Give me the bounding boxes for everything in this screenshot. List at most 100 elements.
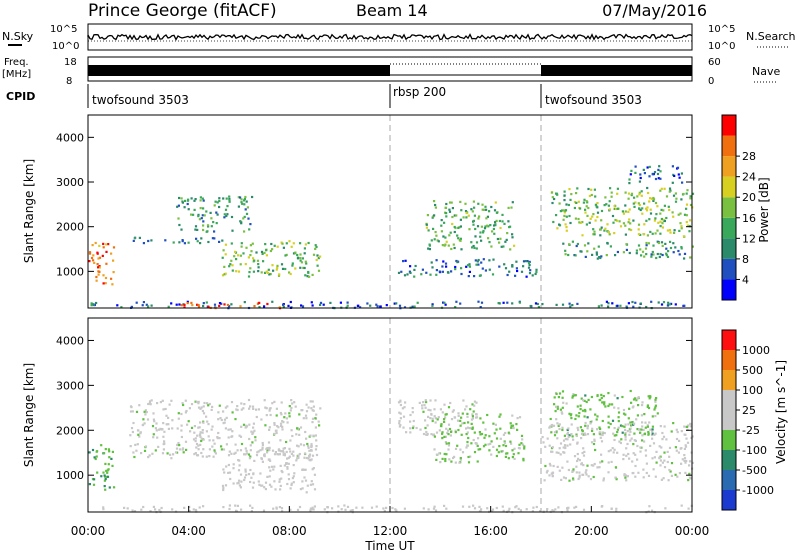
colorbar-cell xyxy=(722,197,736,218)
cell-8 xyxy=(656,205,659,208)
cell-2 xyxy=(288,405,291,408)
cell-9 xyxy=(639,248,642,251)
cell-0 xyxy=(92,254,95,257)
cell-7 xyxy=(623,473,626,476)
cell-6 xyxy=(561,390,565,393)
cell-8 xyxy=(660,187,663,190)
cell-9 xyxy=(562,242,565,245)
cell-5 xyxy=(507,431,510,434)
cell-7 xyxy=(549,425,552,428)
cell-7 xyxy=(431,266,434,269)
cell-7 xyxy=(684,445,688,448)
cell-2 xyxy=(253,429,256,432)
cell-2 xyxy=(151,452,154,455)
cell-8 xyxy=(671,211,674,214)
cell-4 xyxy=(226,205,229,208)
cell-5 xyxy=(431,419,434,423)
cell-3 xyxy=(299,488,302,491)
cell-7 xyxy=(661,431,664,435)
cell-2 xyxy=(315,439,318,442)
cell-2 xyxy=(199,435,202,438)
cell-3 xyxy=(258,483,261,486)
cell-3 xyxy=(286,467,289,470)
station-title: Prince George (fitACF) xyxy=(88,1,277,21)
cell-8 xyxy=(593,233,596,236)
cell-1 xyxy=(610,507,613,510)
cell-4 xyxy=(243,215,246,218)
cell-3 xyxy=(292,475,295,478)
cell-7 xyxy=(680,430,683,433)
cell-6 xyxy=(594,413,597,416)
cell-4 xyxy=(451,410,454,413)
cell-7 xyxy=(570,423,573,426)
cell-7 xyxy=(571,435,574,438)
cell-8 xyxy=(556,193,559,196)
cell-1 xyxy=(370,506,374,509)
cell-7 xyxy=(667,479,670,482)
cell-4 xyxy=(404,401,407,404)
cell-9 xyxy=(575,244,578,248)
cell-3 xyxy=(237,469,241,472)
cell-7 xyxy=(549,464,552,467)
cell-5 xyxy=(285,242,288,245)
x-tick-label: 12:00 xyxy=(373,524,408,538)
cell-1 xyxy=(310,508,313,511)
cell-5 xyxy=(230,259,233,262)
cell-4 xyxy=(399,417,402,420)
cell-2 xyxy=(129,434,132,437)
cell-6 xyxy=(561,412,564,415)
cell-2 xyxy=(258,301,261,304)
cell-7 xyxy=(435,259,438,262)
cell-4 xyxy=(433,415,436,418)
cell-2 xyxy=(211,425,214,428)
cell-2 xyxy=(192,438,196,441)
cell-7 xyxy=(548,444,551,447)
cell-6 xyxy=(481,203,484,206)
cell-6 xyxy=(450,247,453,251)
cell-1 xyxy=(568,302,571,305)
cell-2 xyxy=(312,434,315,437)
cell-7 xyxy=(551,450,554,453)
cell-2 xyxy=(283,447,286,450)
cell-2 xyxy=(312,405,315,408)
cell-5 xyxy=(466,412,469,415)
cell-1 xyxy=(403,306,407,309)
cell-4 xyxy=(203,214,206,217)
cell-9 xyxy=(683,252,687,255)
cell-5 xyxy=(444,435,447,438)
cell-2 xyxy=(194,452,197,455)
cell-2 xyxy=(201,429,204,432)
cell-2 xyxy=(194,400,197,403)
cell-2 xyxy=(298,433,301,436)
cell-2 xyxy=(251,405,255,408)
cell-1 xyxy=(473,507,477,510)
cell-7 xyxy=(572,469,575,472)
cell-7 xyxy=(631,460,634,463)
cell-6 xyxy=(650,433,654,437)
cell-5 xyxy=(498,415,501,418)
cell-2 xyxy=(309,434,312,437)
cell-0 xyxy=(102,242,105,245)
cell-4 xyxy=(216,213,219,216)
cell-2 xyxy=(180,424,183,427)
cell-4 xyxy=(437,416,440,419)
cell-1 xyxy=(346,304,349,307)
cell-1 xyxy=(310,301,313,304)
cell-5 xyxy=(433,435,436,438)
cell-1 xyxy=(518,301,521,304)
cell-2 xyxy=(218,437,221,440)
cell-2 xyxy=(226,405,229,408)
cell-1 xyxy=(323,508,326,511)
cell-6 xyxy=(493,209,497,212)
cell-6 xyxy=(574,394,577,397)
cell-2 xyxy=(239,435,243,438)
cell-2 xyxy=(314,434,317,437)
cell-1 xyxy=(340,508,343,511)
cell-6 xyxy=(562,401,565,404)
cell-6 xyxy=(557,396,560,399)
cell-2 xyxy=(213,450,217,453)
cell-6 xyxy=(506,232,509,235)
cell-5 xyxy=(475,416,478,419)
cell-4 xyxy=(244,208,247,211)
